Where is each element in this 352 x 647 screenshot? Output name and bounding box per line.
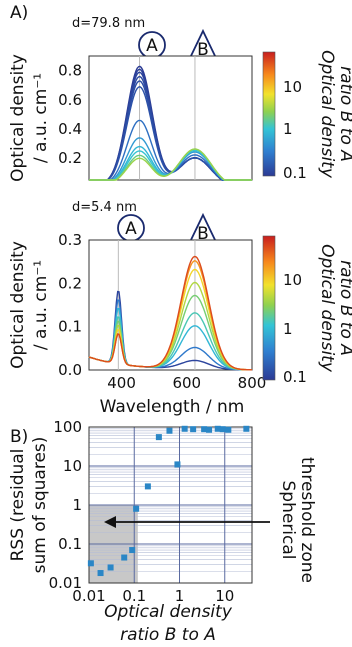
scatter-point-8 xyxy=(166,427,173,434)
scatter-point-4 xyxy=(129,547,136,554)
panel-label-b: B) xyxy=(10,427,28,447)
bottom-x-tick-400: 400 xyxy=(107,374,136,392)
top-spectra-curves xyxy=(89,65,252,181)
bottom-y-tick-0.0: 0.0 xyxy=(58,361,82,379)
top-colorbar-gradient xyxy=(262,51,276,177)
threshold-annotation-line1: Spherical xyxy=(278,480,298,559)
scatter-y-tick-100: 100 xyxy=(53,418,82,436)
scatter-x-tick-1: 1 xyxy=(175,587,185,605)
scatter-x-tick-0.01: 0.01 xyxy=(72,587,105,605)
marker-b-bottom-text: B xyxy=(197,224,209,244)
bottom-y-axis-label-line1: Optical density xyxy=(8,241,28,369)
spectrum-curve-bottom-2 xyxy=(88,307,252,371)
top-y-tick-0.4: 0.4 xyxy=(58,120,82,138)
bottom-colorbar-gradient xyxy=(262,235,276,381)
bottom-y-axis-label-line2: / a.u. cm⁻¹ xyxy=(31,260,51,350)
spectrum-curve-bottom-5 xyxy=(88,281,252,371)
bottom-x-axis-label: Wavelength / nm xyxy=(100,397,245,417)
panel-label-a: A) xyxy=(10,3,28,23)
spectrum-curve-bottom-0 xyxy=(88,290,252,371)
marker-a-top-text: A xyxy=(146,36,158,56)
top-plot-frame xyxy=(88,55,253,181)
bottom-y-tick-0.3: 0.3 xyxy=(58,231,82,249)
scatter-point-5 xyxy=(133,505,140,512)
scatter-y-tick-0.01: 0.01 xyxy=(49,574,82,592)
marker-a-bottom-text: A xyxy=(125,219,137,239)
bottom-x-tick-600: 600 xyxy=(172,374,201,392)
scatter-y-ticks: 100 10 1 0.1 0.01 xyxy=(49,418,82,592)
scatter-point-0 xyxy=(87,560,94,567)
marker-b-top-text: B xyxy=(197,40,209,60)
scatter-y-axis-label-line1: RSS (residual xyxy=(8,449,28,562)
scatter-points xyxy=(87,425,250,577)
spectrum-curve-top-11 xyxy=(89,148,252,181)
top-colorbar-title-line1: Optical density xyxy=(317,50,337,179)
scatter-x-axis-label-line2: ratio B to A xyxy=(120,625,216,645)
top-colorbar-tick-0.1: 0.1 xyxy=(283,164,307,182)
top-y-axis-label-line2: / a.u. cm⁻¹ xyxy=(31,73,51,163)
scatter-x-tick-10: 10 xyxy=(215,587,234,605)
scatter-y-tick-0.1: 0.1 xyxy=(58,535,82,553)
bottom-colorbar: 10 1 0.1 Optical density ratio B to A xyxy=(262,235,352,386)
bottom-colorbar-tick-10: 10 xyxy=(283,271,302,289)
scatter-point-1 xyxy=(97,570,104,577)
scatter-point-13 xyxy=(206,426,213,433)
threshold-annotation: Spherical threshold zone xyxy=(104,457,317,583)
bottom-colorbar-title-line2: ratio B to A xyxy=(336,260,352,356)
scatter-point-17 xyxy=(243,425,250,432)
scatter-point-10 xyxy=(181,425,188,432)
marker-a-bottom: A xyxy=(117,214,145,242)
bottom-colorbar-title-line1: Optical density xyxy=(317,244,337,373)
top-y-tick-0.6: 0.6 xyxy=(58,91,82,109)
scatter-x-tick-0.1: 0.1 xyxy=(122,587,146,605)
scatter-y-tick-10: 10 xyxy=(63,457,82,475)
bottom-spectra-curves xyxy=(88,255,252,371)
bottom-plot-area xyxy=(88,239,253,371)
particle-size-label-top: d=79.8 nm xyxy=(72,16,145,31)
scatter-x-ticks: 0.01 0.1 1 10 xyxy=(72,587,234,605)
scatter-plot-frame xyxy=(88,426,253,584)
bottom-y-tick-0.2: 0.2 xyxy=(58,274,82,292)
bottom-y-ticks: 0.3 0.2 0.1 0.0 xyxy=(58,231,82,379)
scatter-point-3 xyxy=(121,554,128,561)
bottom-y-tick-0.1: 0.1 xyxy=(58,318,82,336)
top-colorbar-tick-1: 1 xyxy=(283,120,293,138)
bottom-x-ticks: 400 600 800 xyxy=(107,374,266,392)
bottom-colorbar-tick-1: 1 xyxy=(283,320,293,338)
scatter-point-6 xyxy=(144,483,151,490)
scatter-point-2 xyxy=(107,564,114,571)
top-y-ticks: 0.8 0.6 0.4 0.2 xyxy=(58,62,82,168)
scatter-grid xyxy=(88,427,252,584)
top-y-tick-0.8: 0.8 xyxy=(58,62,82,80)
marker-a-top: A xyxy=(138,31,166,59)
top-y-tick-0.2: 0.2 xyxy=(58,149,82,167)
threshold-arrow-head xyxy=(104,516,116,528)
scatter-point-16 xyxy=(225,426,232,433)
scatter-x-axis-label-line1: Optical density xyxy=(104,602,233,622)
bottom-x-tick-800: 800 xyxy=(238,374,267,392)
particle-size-label-bottom: d=5.4 nm xyxy=(72,200,137,215)
spectrum-curve-bottom-8 xyxy=(88,255,252,371)
scatter-point-11 xyxy=(190,426,197,433)
top-y-axis-label-line1: Optical density xyxy=(8,54,28,182)
spectrum-curve-bottom-1 xyxy=(88,299,252,371)
scatter-point-9 xyxy=(174,461,181,468)
top-colorbar-title-line2: ratio B to A xyxy=(336,66,352,162)
scatter-plot-area xyxy=(87,425,253,584)
scatter-point-14 xyxy=(214,425,221,432)
top-colorbar: 10 1 0.1 Optical density ratio B to A xyxy=(262,50,352,182)
scatter-point-15 xyxy=(219,426,226,433)
threshold-annotation-line2: threshold zone xyxy=(297,457,317,583)
top-colorbar-tick-10: 10 xyxy=(283,78,302,96)
scatter-y-axis-label-line2: sum of squares) xyxy=(30,437,50,574)
scatter-point-12 xyxy=(201,426,208,433)
top-plot-area xyxy=(88,55,253,181)
scatter-point-7 xyxy=(155,434,162,441)
scatter-y-tick-1: 1 xyxy=(72,496,82,514)
bottom-colorbar-tick-0.1: 0.1 xyxy=(283,368,307,386)
